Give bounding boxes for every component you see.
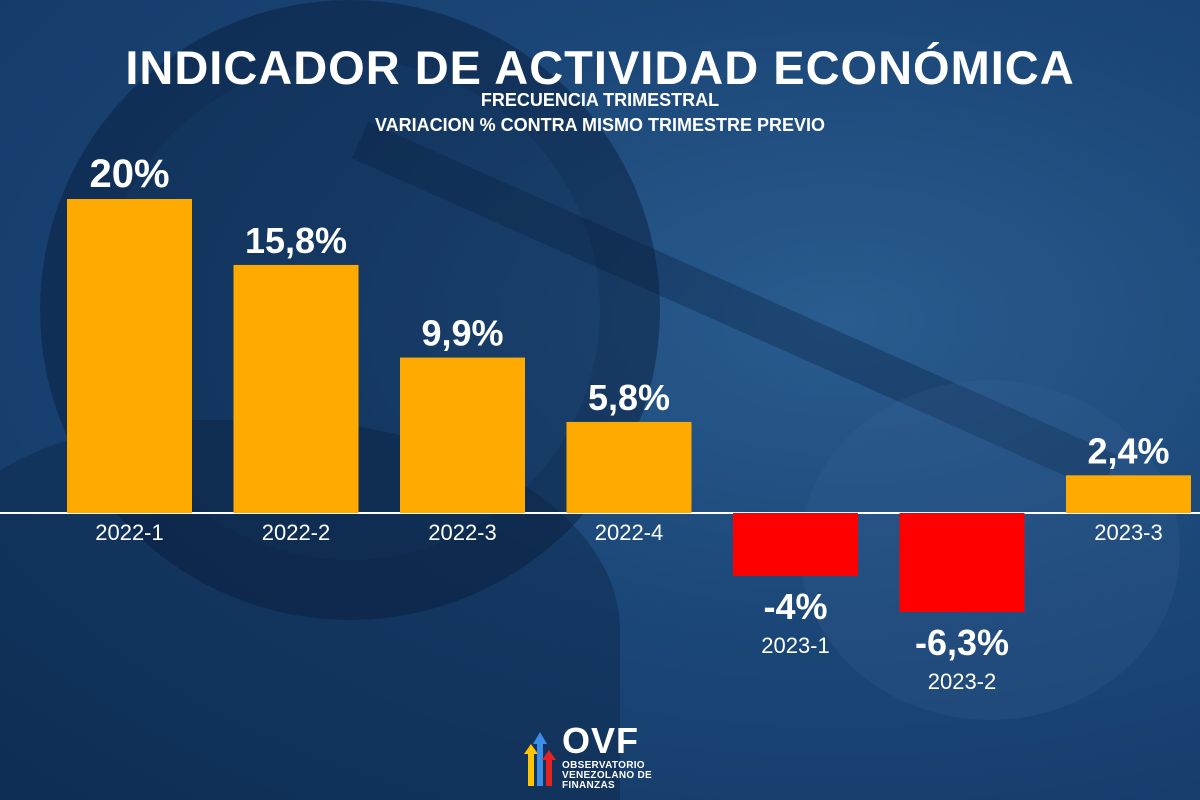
logo-arrow-yellow-icon xyxy=(524,744,538,754)
category-label-2022-2: 2022-2 xyxy=(262,520,331,545)
category-label-2022-1: 2022-1 xyxy=(95,520,164,545)
logo-text-line: FINANZAS xyxy=(562,780,615,791)
category-label-2022-4: 2022-4 xyxy=(595,520,664,545)
bar-2022-3 xyxy=(400,357,525,513)
data-label-2023-3: 2,4% xyxy=(1087,430,1169,471)
logo-bar-yellow xyxy=(528,752,534,786)
data-label-2022-3: 9,9% xyxy=(421,313,503,354)
ovf-logo: OVF OBSERVATORIO VENEZOLANO DE FINANZAS xyxy=(522,722,702,792)
data-label-2022-1: 20% xyxy=(89,152,169,196)
category-label-2023-2: 2023-2 xyxy=(928,669,997,694)
data-label-2022-2: 15,8% xyxy=(245,220,347,261)
data-label-2022-4: 5,8% xyxy=(588,377,670,418)
category-label-2022-3: 2022-3 xyxy=(428,520,497,545)
logo-bar-red xyxy=(546,758,552,786)
bar-2022-4 xyxy=(566,421,692,513)
chart-subtitle-frequency: FRECUENCIA TRIMESTRAL xyxy=(480,90,720,110)
chart-subtitle-variation: VARIACION % CONTRA MISMO TRIMESTRE PREVI… xyxy=(374,115,826,135)
logo-text-line: OBSERVATORIO xyxy=(562,760,645,771)
bar-2022-2 xyxy=(233,264,359,513)
bar-2023-1 xyxy=(733,513,858,576)
bar-2022-1 xyxy=(67,199,192,513)
category-label-2023-3: 2023-3 xyxy=(1094,520,1163,545)
bar-2023-2 xyxy=(899,513,1025,612)
data-label-2023-2: -6,3% xyxy=(915,622,1009,663)
logo-arrow-blue-icon xyxy=(533,732,547,744)
logo-arrow-red-icon xyxy=(542,750,556,760)
category-label-2023-1: 2023-1 xyxy=(761,633,830,658)
data-label-2023-1: -4% xyxy=(763,586,827,627)
chart-title: INDICADOR DE ACTIVIDAD ECONÓMICA xyxy=(125,41,1075,94)
logo-bar-blue xyxy=(537,742,543,786)
logo-text-line: VENEZOLANO DE xyxy=(562,770,653,781)
bar-2023-3 xyxy=(1066,475,1191,513)
logo-name: OVF xyxy=(562,720,640,761)
